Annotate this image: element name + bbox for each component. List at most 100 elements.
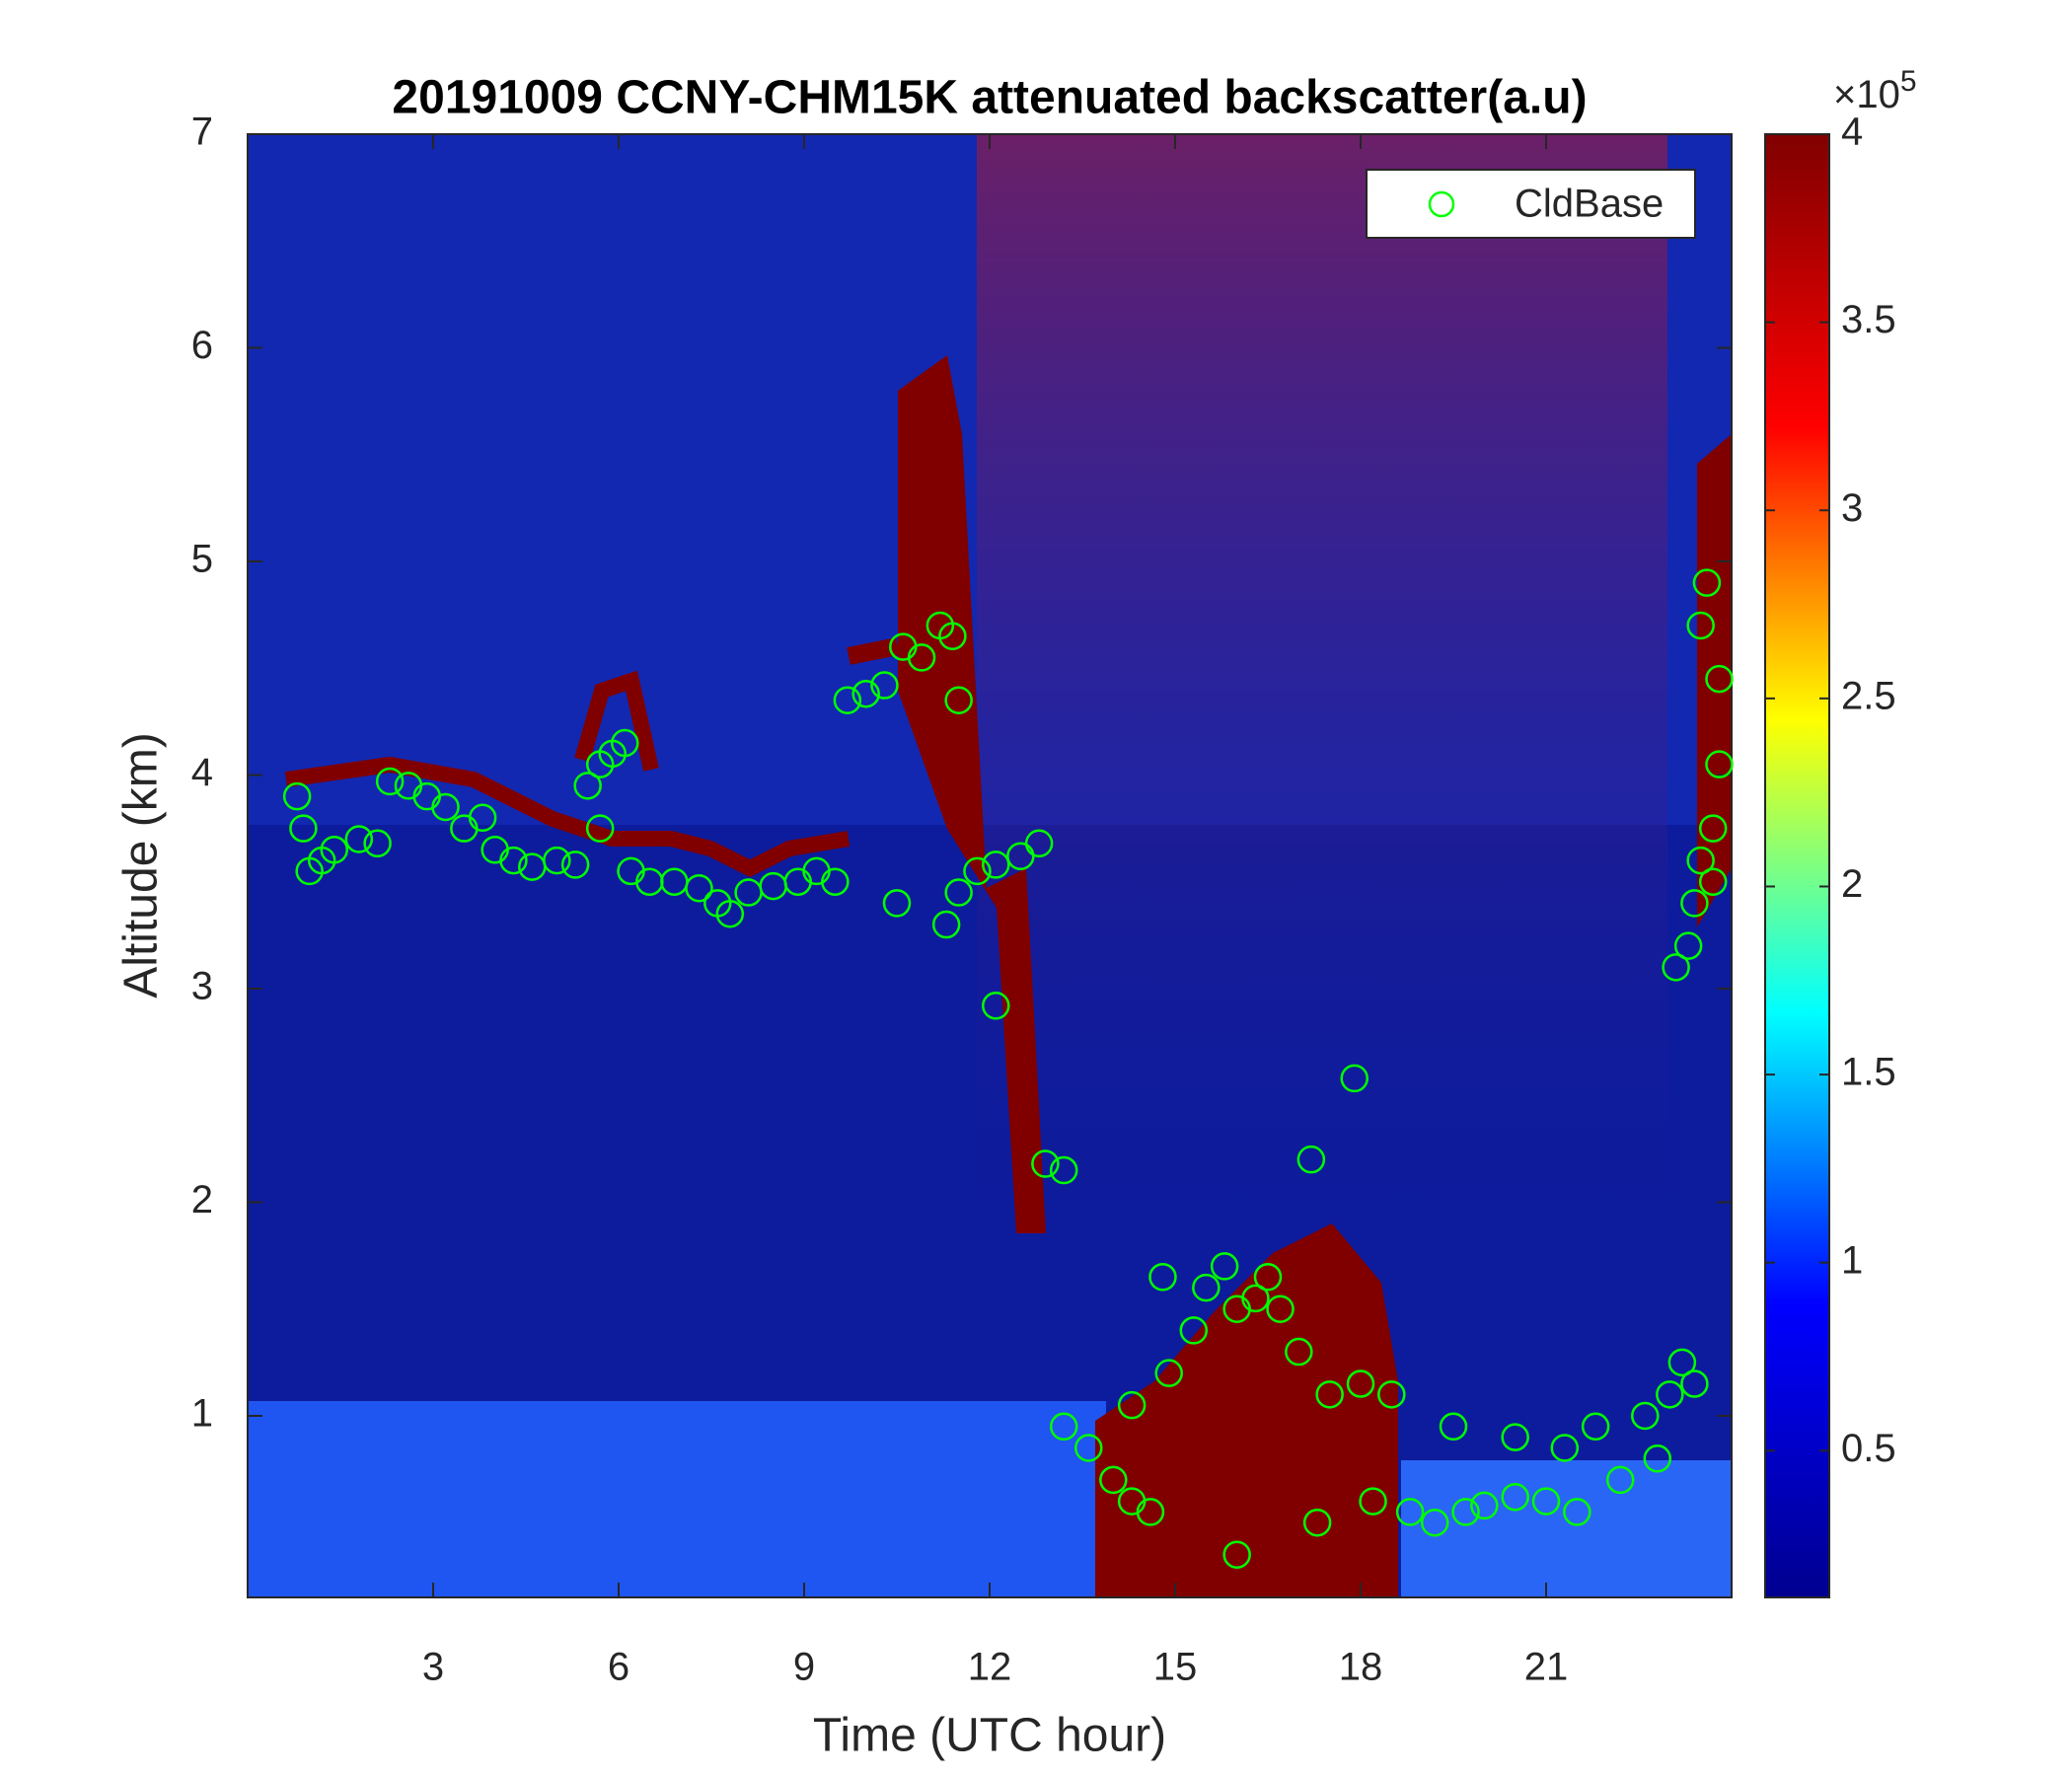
cloud-base-point	[344, 825, 374, 853]
legend-marker	[1428, 190, 1455, 218]
x-tick-label: 15	[1153, 1646, 1198, 1689]
cloud-base-point	[1192, 1273, 1221, 1302]
cloud-base-point	[944, 686, 973, 714]
cloud-base-point	[1692, 568, 1722, 597]
cloud-base-point	[1686, 846, 1715, 875]
cloud-base-point	[1563, 1498, 1591, 1526]
cloud-base-point	[685, 873, 713, 903]
y-tick-label: 4	[191, 751, 213, 794]
legend-label: CldBase	[1515, 183, 1664, 226]
cloud-base-point	[543, 846, 571, 875]
cloud-base-point	[1136, 1498, 1165, 1526]
cloud-base-point	[1451, 1498, 1480, 1526]
cloud-base-point	[468, 803, 497, 833]
cloud-base-point	[1420, 1508, 1449, 1537]
cloud-base-point	[1501, 1482, 1529, 1512]
colorbar-tick-label: 4	[1841, 111, 1863, 154]
colorbar-tick-label: 2	[1841, 862, 1863, 906]
x-tick-label: 9	[793, 1646, 815, 1689]
x-tick-label: 3	[422, 1646, 444, 1689]
y-tick-label: 7	[191, 111, 213, 154]
cloud-base-point	[560, 851, 590, 879]
y-tick-label: 3	[191, 965, 213, 1008]
y-tick-label: 2	[191, 1178, 213, 1221]
cloud-base-point	[1296, 1145, 1326, 1174]
cloud-base-point	[1698, 867, 1728, 896]
cloud-base-point	[1377, 1380, 1406, 1409]
cloud-base-point	[320, 836, 348, 864]
cloud-base-point	[1253, 1263, 1283, 1292]
cloud-base-point	[1049, 1155, 1078, 1185]
cloud-base-point	[282, 781, 312, 811]
colorbar-tick-label: 3	[1841, 486, 1863, 530]
cloud-base-point	[611, 728, 639, 758]
x-axis-title: Time (UTC hour)	[813, 1710, 1166, 1762]
chart-title: 20191009 CCNY-CHM15K attenuated backscat…	[392, 72, 1587, 124]
colorbar	[1764, 133, 1830, 1598]
y-tick-label: 5	[191, 538, 213, 581]
cloud-base-point	[1222, 1540, 1251, 1569]
cloud-base-point	[1667, 1348, 1697, 1377]
cloud-base-point	[1346, 1369, 1375, 1398]
cloud-base-point	[907, 643, 936, 672]
cloud-base-point	[821, 867, 850, 896]
cloud-base-point	[1680, 1369, 1709, 1398]
legend: CldBase	[1366, 169, 1696, 239]
cloud-base-point	[1470, 1491, 1499, 1520]
colorbar-tick-label: 3.5	[1841, 298, 1896, 341]
cloud-base-point	[1315, 1380, 1344, 1409]
y-tick-label: 1	[191, 1392, 213, 1436]
colorbar-tick-label: 0.5	[1841, 1427, 1896, 1470]
cloud-base-point	[833, 686, 862, 714]
cloud-base-point	[1359, 1487, 1387, 1516]
cloud-base-point	[1241, 1284, 1270, 1313]
cloud-base-point	[982, 992, 1010, 1020]
cloud-base-point	[882, 889, 912, 918]
cloud-base-point	[431, 792, 460, 822]
cloud-base-point	[1643, 1444, 1672, 1473]
cloud-base-point	[363, 829, 392, 858]
x-tick-label: 21	[1524, 1646, 1569, 1689]
cloud-base-point	[289, 814, 318, 843]
cloud-base-point	[1680, 889, 1709, 918]
cloud-base-point	[1662, 953, 1690, 982]
colorbar-tick-label: 1	[1841, 1238, 1863, 1282]
cloud-base-point	[1210, 1252, 1239, 1281]
cloud-base-point	[1179, 1316, 1209, 1345]
series	[282, 568, 1734, 1569]
x-tick-label: 6	[608, 1646, 629, 1689]
cloud-base-point	[938, 622, 967, 651]
cloud-base-point	[963, 856, 992, 886]
cloud-base-point	[375, 767, 405, 796]
cloud-base-point	[1031, 1149, 1060, 1178]
cloud-base-point	[1395, 1498, 1425, 1526]
cloud-base-point	[1656, 1380, 1684, 1409]
y-tick-label: 6	[191, 324, 213, 367]
colorbar-tick-label: 1.5	[1841, 1051, 1896, 1094]
cloud-base-point	[931, 910, 961, 939]
cloud-base-point	[1673, 931, 1703, 960]
cloud-base-point	[1705, 664, 1734, 694]
multiplier: ×10	[1833, 73, 1900, 116]
y-axis-title: Altitude (km)	[115, 732, 168, 998]
cloud-base-point	[1117, 1390, 1147, 1420]
x-tick-label: 18	[1339, 1646, 1383, 1689]
cloud-base-point	[851, 679, 880, 708]
backscatter-field	[248, 134, 1732, 1597]
cloud-base-point	[1266, 1295, 1295, 1323]
cloud-base-point	[1631, 1401, 1660, 1431]
cloud-base-point	[1439, 1412, 1468, 1442]
cloud-base-point	[585, 814, 615, 843]
cloud-base-point	[1049, 1412, 1078, 1442]
cloud-base-point	[1698, 814, 1728, 843]
cloud-base-point	[870, 671, 899, 700]
cloud-base-point	[1154, 1359, 1183, 1387]
cloud-base-point	[1686, 611, 1715, 640]
cloud-base-point	[944, 878, 973, 907]
cloud-base-point	[1285, 1337, 1313, 1367]
cloud-base-point	[1550, 1434, 1580, 1462]
cloud-base-point	[1605, 1465, 1635, 1495]
cloud-base-point	[1074, 1434, 1103, 1462]
cloud-base-point	[1024, 829, 1054, 858]
